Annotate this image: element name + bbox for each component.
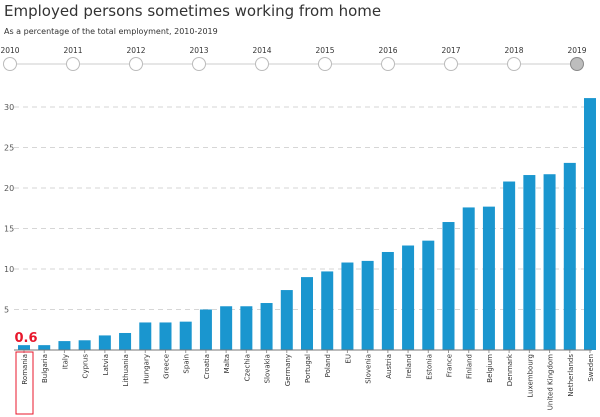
x-tick-label[interactable]: Malta [223,354,231,373]
x-tick-label[interactable]: Luxembourg [526,354,534,398]
x-tick-label[interactable]: Lithuania [122,354,130,386]
bar-greece[interactable] [159,322,172,350]
x-tick-label[interactable]: Slovenia [365,354,373,384]
bar-sweden[interactable] [584,98,596,350]
x-tick-label[interactable]: Germany [284,354,292,386]
y-tick-label: 20 [4,184,14,193]
x-tick-label[interactable]: Spain [183,354,191,374]
timeline-year-label: 2017 [441,46,460,55]
timeline-year-label: 2012 [126,46,145,55]
x-tick-label[interactable]: Romania [21,354,29,385]
x-tick-label[interactable]: Bulgaria [41,354,49,383]
bar-estonia[interactable] [422,240,435,350]
bar-germany[interactable] [280,290,293,350]
timeline-year-label: 2018 [504,46,523,55]
bar-united-kingdom[interactable] [543,174,556,350]
timeline-dot[interactable] [444,57,458,71]
x-tick-label[interactable]: Estonia [425,354,433,380]
timeline-year-label: 2010 [0,46,19,55]
bar-denmark[interactable] [503,181,516,350]
bar-cyprus[interactable] [78,340,91,350]
bar-ireland[interactable] [402,245,415,350]
x-tick-label[interactable]: Denmark [506,353,514,386]
bar-bulgaria[interactable] [38,345,51,350]
x-tick-label[interactable]: Cyprus [82,354,90,379]
x-tick-label[interactable]: Croatia [203,354,211,379]
x-tick-label[interactable]: Czechia [243,354,251,381]
x-tick-label[interactable]: Italy [61,354,69,369]
x-tick-label[interactable]: Netherlands [567,354,575,397]
x-tick-label[interactable]: Belgium [486,354,494,383]
bar-belgium[interactable] [482,206,495,350]
x-tick-label[interactable]: Ireland [405,354,413,378]
timeline-year-label: 2015 [315,46,334,55]
x-tick-label[interactable]: Sweden [587,354,595,382]
timeline-dot[interactable] [66,57,80,71]
chart-title: Employed persons sometimes working from … [4,2,382,20]
x-tick-label[interactable]: United Kingdom [547,354,555,410]
bar-slovakia[interactable] [260,303,273,350]
bar-poland[interactable] [321,271,334,350]
year-timeline[interactable]: 2010 2011 2012 2013 2014 2015 2016 2017 2018 2019 [0,0,600,80]
timeline-dot[interactable] [3,57,17,71]
bar-portugal[interactable] [301,277,313,350]
y-tick-label: 25 [4,144,14,153]
bar-slovenia[interactable] [361,260,374,350]
timeline-dot[interactable] [129,57,143,71]
x-tick-label[interactable]: EU [344,354,352,364]
timeline-dot[interactable] [318,57,332,71]
bar-finland[interactable] [462,207,475,350]
x-tick-label[interactable]: Greece [163,354,171,379]
x-tick-label[interactable]: Latvia [102,354,110,375]
timeline-dot[interactable] [255,57,269,71]
bar-spain[interactable] [179,321,192,350]
bar-luxembourg[interactable] [523,175,536,350]
highlight-outline-box [15,351,34,415]
bar-austria[interactable] [381,251,394,350]
bar-lithuania[interactable] [119,332,132,350]
x-tick-label[interactable]: Finland [466,354,474,379]
x-tick-label[interactable]: Portugal [304,354,312,383]
timeline-dot[interactable] [381,57,395,71]
highlight-value-label: 0.6 [14,331,37,346]
chart-subtitle: As a percentage of the total employment,… [4,27,218,36]
y-tick-label: 5 [4,306,9,315]
bar-eu[interactable] [341,262,354,350]
x-tick-label[interactable]: Austria [385,354,393,379]
timeline-year-label: 2011 [63,46,82,55]
bar-hungary[interactable] [139,322,152,350]
timeline-dot[interactable] [507,57,521,71]
x-tick-label[interactable]: Poland [324,354,332,377]
x-tick-label[interactable]: Hungary [142,354,150,384]
timeline-dot[interactable] [192,57,206,71]
x-tick-label[interactable]: Slovakia [264,354,272,383]
timeline-year-label: 2016 [378,46,397,55]
y-tick-label: 30 [4,103,14,112]
bar-romania[interactable] [18,345,30,350]
y-tick-label: 10 [4,265,14,274]
bar-netherlands[interactable] [563,162,576,350]
timeline-year-label: 2019 [567,46,586,55]
bar-croatia[interactable] [199,309,212,351]
bar-malta[interactable] [220,306,233,350]
bar-czechia[interactable] [240,306,253,350]
bar-france[interactable] [442,222,455,350]
timeline-year-label: 2013 [189,46,208,55]
bar-italy[interactable] [58,341,71,350]
timeline-year-label: 2014 [252,46,271,55]
timeline-dot-selected[interactable] [570,57,584,71]
y-tick-label: 15 [4,225,14,234]
bar-latvia[interactable] [98,335,111,350]
x-tick-label[interactable]: France [446,354,454,377]
